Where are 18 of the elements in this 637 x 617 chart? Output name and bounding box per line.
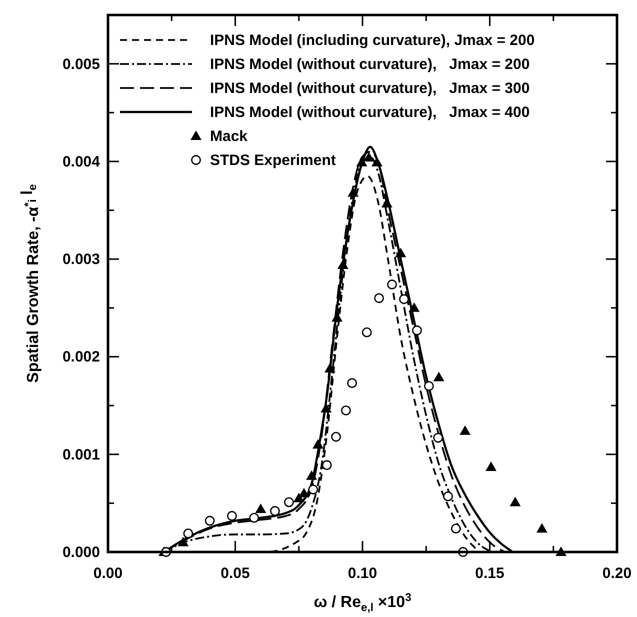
x-tick-label: 0.05 bbox=[220, 565, 250, 582]
y-tick-label: 0.003 bbox=[62, 251, 100, 268]
legend-label: IPNS Model (without curvature), Jmax = 300 bbox=[210, 80, 530, 97]
y-tick-label: 0.005 bbox=[62, 56, 100, 73]
legend-label: STDS Experiment bbox=[210, 152, 336, 169]
x-tick-label: 0.15 bbox=[475, 565, 504, 582]
y-tick-label: 0.000 bbox=[62, 544, 100, 561]
legend-label: Mack bbox=[210, 128, 248, 145]
x-tick-label: 0.10 bbox=[348, 565, 378, 582]
legend-label: IPNS Model (without curvature), Jmax = 400 bbox=[210, 104, 530, 121]
x-tick-label: 0.00 bbox=[93, 565, 123, 582]
y-tick-label: 0.004 bbox=[62, 153, 101, 170]
y-tick-label: 0.001 bbox=[62, 446, 100, 464]
legend-label: IPNS Model (including curvature), Jmax = 200 bbox=[210, 32, 535, 49]
y-tick-label: 0.002 bbox=[62, 348, 100, 366]
x-axis-title: ω / Re$_{e,l}$ ×10$^{3}$ bbox=[314, 592, 412, 614]
legend-label: IPNS Model (without curvature), Jmax = 200 bbox=[210, 56, 530, 73]
x-tick-label: 0.20 bbox=[602, 565, 632, 582]
